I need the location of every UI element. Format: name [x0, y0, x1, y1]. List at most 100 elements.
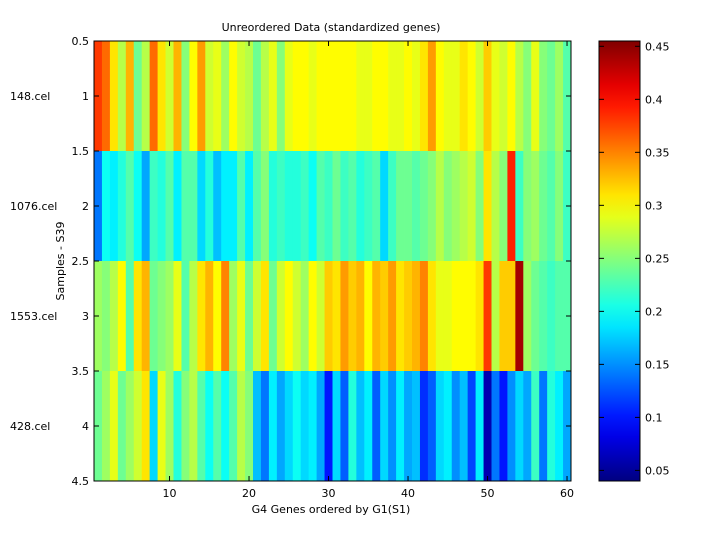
heatmap-cell [117, 261, 127, 372]
heatmap-cell [515, 151, 524, 262]
heatmap-cell [356, 151, 365, 262]
x-tick-label: 30 [322, 487, 336, 500]
heatmap-cell [396, 41, 405, 152]
heatmap-cell [531, 261, 540, 372]
heatmap-cell [205, 261, 214, 372]
heatmap-cell [173, 41, 182, 152]
heatmap-cell [404, 371, 413, 482]
heatmap-cell [348, 261, 357, 372]
heatmap-cell [237, 261, 246, 372]
heatmap-cell [467, 151, 476, 262]
heatmap-cell [491, 371, 500, 482]
heatmap-cell [427, 261, 437, 372]
colorbar-axis: 0.05 0.1 0.15 0.2 0.25 0.3 0.35 0.4 0.45 [599, 40, 670, 477]
heatmap-cell [483, 261, 492, 372]
heatmap-cell [324, 261, 333, 372]
heatmap-cell [117, 151, 127, 262]
heatmap-cell [372, 151, 381, 262]
heatmap-cell [515, 371, 524, 482]
heatmap-cell [483, 371, 492, 482]
heatmap-cell [205, 371, 214, 482]
heatmap-cell [101, 41, 111, 152]
heatmap-cell [531, 41, 540, 152]
heatmap-cell [539, 371, 548, 482]
heatmap-cell [372, 261, 381, 372]
heatmap-cell [412, 151, 421, 262]
heatmap-cell [475, 41, 484, 152]
heatmap-cell [165, 261, 174, 372]
heatmap-cell [165, 371, 174, 482]
heatmap-cell [451, 151, 461, 262]
heatmap-cell [340, 41, 349, 152]
colorbar-tick-label: 0.2 [645, 305, 663, 318]
heatmap-cell [475, 151, 484, 262]
heatmap-cell [348, 151, 357, 262]
heatmap-cell [451, 261, 461, 372]
heatmap-cell [101, 151, 111, 262]
heatmap-cell [324, 371, 333, 482]
y-tick-label: 2 [82, 200, 89, 213]
heatmap-cell [547, 261, 556, 372]
colorbar-tick-label: 0.15 [645, 358, 670, 371]
heatmap-cell [475, 371, 484, 482]
row-label: 148.cel [10, 90, 50, 103]
heatmap-cell [523, 261, 532, 372]
heatmap-cell [221, 261, 230, 372]
heatmap-cell [388, 261, 397, 372]
x-tick-label: 60 [560, 487, 574, 500]
y-tick-label: 2.5 [72, 255, 90, 268]
y-axis-label: Samples - S39 [54, 222, 67, 301]
heatmap-cell [412, 41, 421, 152]
heatmap-cell [324, 151, 333, 262]
heatmap-cell [205, 151, 214, 262]
heatmap-cell [276, 41, 286, 152]
heatmap-cell [308, 261, 317, 372]
x-tick-label: 50 [481, 487, 495, 500]
heatmap-cell [364, 371, 373, 482]
heatmap-cell [173, 151, 182, 262]
heatmap-cell [388, 371, 397, 482]
heatmap-cell [237, 371, 246, 482]
heatmap-cell [253, 41, 262, 152]
heatmap-cell [427, 151, 437, 262]
heatmap-cell [332, 151, 341, 262]
heatmap-cell [523, 151, 532, 262]
heatmap-cell [467, 371, 476, 482]
heatmap-cell [388, 41, 397, 152]
chart-title: Unreordered Data (standardized genes) [222, 21, 441, 34]
heatmap-cell [101, 261, 111, 372]
heatmap-cell [213, 41, 222, 152]
heatmap-cells [94, 41, 572, 482]
heatmap-cell [213, 371, 222, 482]
heatmap-cell [459, 261, 469, 372]
colorbar-frame [598, 40, 641, 482]
heatmap-cell [459, 151, 469, 262]
heatmap-cell [205, 41, 214, 152]
heatmap-cell [253, 151, 262, 262]
heatmap-cell [300, 261, 310, 372]
heatmap-cell [380, 261, 389, 372]
heatmap-cell [443, 261, 453, 372]
y-tick-label: 3.5 [72, 365, 90, 378]
heatmap-cell [539, 151, 548, 262]
colorbar-tick-label: 0.05 [645, 464, 670, 477]
heatmap-cell [133, 151, 143, 262]
heatmap-cell [356, 371, 365, 482]
heatmap-cell [109, 41, 119, 152]
heatmap-cell [284, 151, 294, 262]
heatmap-cell [491, 41, 500, 152]
y-tick-label: 0.5 [72, 35, 90, 48]
heatmap-cell [197, 151, 206, 262]
heatmap-cell [101, 371, 111, 482]
heatmap-cell [245, 371, 254, 482]
heatmap-cell [292, 371, 302, 482]
heatmap-cell [507, 261, 516, 372]
heatmap-cell [268, 371, 278, 482]
colorbar-tick-label: 0.4 [645, 93, 663, 106]
x-axis: 10 20 30 40 50 60 [163, 41, 574, 500]
heatmap-cell [435, 151, 445, 262]
y-tick-label: 3 [82, 310, 89, 323]
heatmap-cell [547, 151, 556, 262]
heatmap-cell [157, 261, 166, 372]
heatmap-cell [340, 151, 349, 262]
